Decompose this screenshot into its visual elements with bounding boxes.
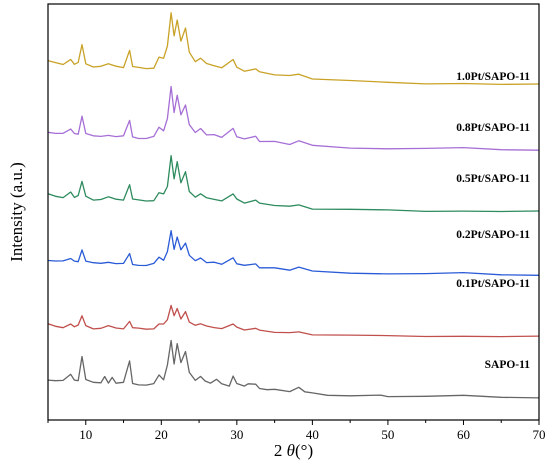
x-tick-label: 60	[457, 427, 470, 442]
series-line-1-0pt-sapo-11	[47, 12, 540, 86]
x-tick-layer: 10 20 30 40 50 60 70	[47, 420, 546, 442]
x-axis-title-prefix: 2	[274, 441, 287, 460]
x-tick-label: 40	[306, 427, 319, 442]
series-line-0-1pt-sapo-11	[47, 304, 540, 338]
series-label: 0.2Pt/SAPO-11	[456, 229, 530, 241]
series-label: 0.8Pt/SAPO-11	[456, 122, 530, 134]
x-tick-label: 10	[79, 427, 92, 442]
x-axis-title-symbol: θ	[287, 441, 295, 460]
x-tick-label: 70	[533, 427, 546, 442]
series-layer	[47, 12, 540, 399]
x-tick-label: 30	[230, 427, 243, 442]
plot-frame	[47, 3, 540, 421]
series-label-layer: SAPO-11 0.1Pt/SAPO-11 0.2Pt/SAPO-11 0.5Pt/S…	[456, 71, 530, 371]
series-line-0-8pt-sapo-11	[47, 85, 540, 151]
series-label: SAPO-11	[485, 359, 531, 371]
series-label: 0.1Pt/SAPO-11	[456, 278, 530, 290]
x-tick-label: 20	[155, 427, 168, 442]
x-axis-title: 2 θ(°)	[274, 441, 313, 460]
series-line-0-2pt-sapo-11	[47, 230, 540, 276]
x-axis-title-suffix: (°)	[295, 441, 313, 460]
series-label: 0.5Pt/SAPO-11	[456, 173, 530, 185]
series-line-sapo-11	[47, 339, 540, 399]
y-axis-title: Intensity (a.u.)	[7, 162, 26, 262]
series-line-0-5pt-sapo-11	[47, 155, 540, 213]
x-tick-label: 50	[381, 427, 394, 442]
series-label: 1.0Pt/SAPO-11	[456, 71, 530, 83]
